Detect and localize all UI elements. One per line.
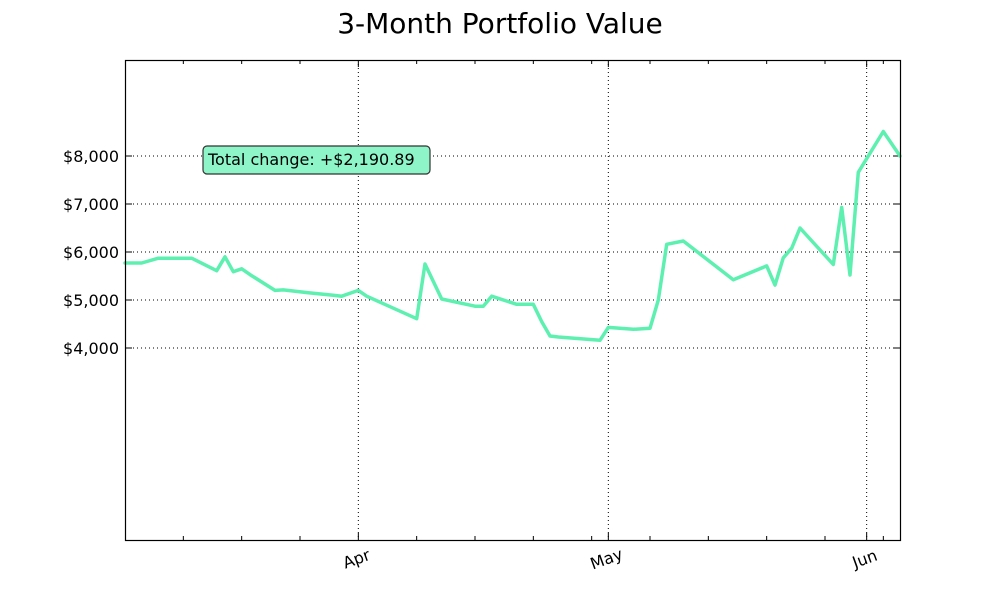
y-tick-label: $7,000 xyxy=(63,195,119,214)
plot-frame xyxy=(124,59,902,542)
tick-labels: $4,000 $5,000 $6,000 $7,000 $8,000 Apr May Jun xyxy=(63,147,880,573)
x-tick-label: Apr xyxy=(340,545,373,572)
grid-lines xyxy=(125,60,900,540)
x-tick-label: Jun xyxy=(849,546,880,573)
series-line xyxy=(123,129,902,343)
chart-title: 3-Month Portfolio Value xyxy=(337,7,663,40)
total-change-annotation: Total change: +$2,190.89 xyxy=(202,145,431,175)
x-tick-label: May xyxy=(588,544,626,573)
y-tick-label: $4,000 xyxy=(63,339,119,358)
y-tick-label: $6,000 xyxy=(63,243,119,262)
axis-ticks xyxy=(125,60,900,540)
annotation-text: Total change: +$2,190.89 xyxy=(207,150,415,169)
y-tick-label: $5,000 xyxy=(63,291,119,310)
y-tick-label: $8,000 xyxy=(63,147,119,166)
annotation-box xyxy=(202,145,431,175)
series-layer xyxy=(123,129,902,343)
